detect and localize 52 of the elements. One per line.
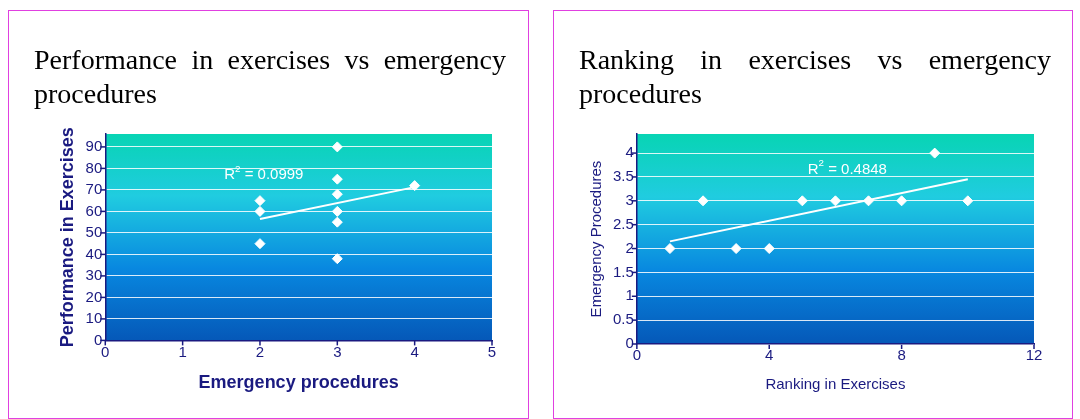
point bbox=[929, 147, 941, 159]
x-tick-label: 4 bbox=[410, 342, 419, 360]
x-tick-label: 3 bbox=[333, 342, 342, 360]
y-tick-label: 90 bbox=[85, 137, 103, 155]
point bbox=[697, 195, 709, 207]
point bbox=[331, 216, 343, 228]
y-tick-label: 50 bbox=[85, 223, 103, 241]
point bbox=[863, 195, 875, 207]
chart-title: Ranking in exercises vs emergency procedures bbox=[579, 43, 1051, 111]
y-tick-label: 40 bbox=[85, 244, 103, 262]
y-tick-label: 3.5 bbox=[612, 167, 634, 185]
y-tick-label: 80 bbox=[85, 158, 103, 176]
x-tick-label: 2 bbox=[255, 342, 265, 360]
point bbox=[664, 243, 676, 255]
y-tick-label: 2 bbox=[625, 238, 634, 256]
chart-title: Performance in exercises vs emergency procedures bbox=[34, 43, 506, 111]
point bbox=[331, 141, 343, 153]
x-axis-title: Emergency procedures bbox=[198, 372, 399, 393]
x-tick-label: 12 bbox=[1025, 346, 1043, 364]
point bbox=[331, 205, 343, 217]
y-tick-label: 70 bbox=[85, 180, 103, 198]
point bbox=[829, 195, 841, 207]
y-tick-label: 4 bbox=[625, 143, 634, 161]
point bbox=[254, 205, 266, 217]
y-tick-label: 10 bbox=[85, 309, 103, 327]
y-axis-title: Emergency Procedures bbox=[587, 160, 605, 318]
point bbox=[254, 195, 266, 207]
x-tick-label: 8 bbox=[897, 346, 906, 364]
y-tick-label: 30 bbox=[85, 266, 103, 284]
point bbox=[796, 195, 808, 207]
point bbox=[331, 173, 343, 185]
point bbox=[331, 253, 343, 265]
y-tick-label: 20 bbox=[85, 287, 103, 305]
point bbox=[254, 238, 266, 250]
y-tick-label: 0.5 bbox=[612, 310, 634, 328]
point bbox=[962, 195, 974, 207]
x-tick-label: 4 bbox=[765, 346, 774, 364]
x-tick-label: 1 bbox=[178, 342, 187, 360]
y-axis-title: Performance in Exercises bbox=[56, 127, 77, 348]
y-tick-label: 2.5 bbox=[612, 214, 634, 232]
x-axis-title: Ranking in Exercises bbox=[765, 375, 906, 393]
point bbox=[896, 195, 908, 207]
y-tick-label: 1 bbox=[625, 286, 634, 304]
point bbox=[763, 243, 775, 255]
point bbox=[331, 188, 343, 200]
y-tick-label: 60 bbox=[85, 201, 103, 219]
y-tick-label: 0 bbox=[93, 330, 103, 348]
y-tick-label: 3 bbox=[625, 190, 634, 208]
y-tick-label: 1.5 bbox=[612, 262, 634, 280]
x-tick-label: 5 bbox=[487, 342, 497, 360]
point bbox=[409, 180, 421, 192]
point bbox=[730, 243, 742, 255]
